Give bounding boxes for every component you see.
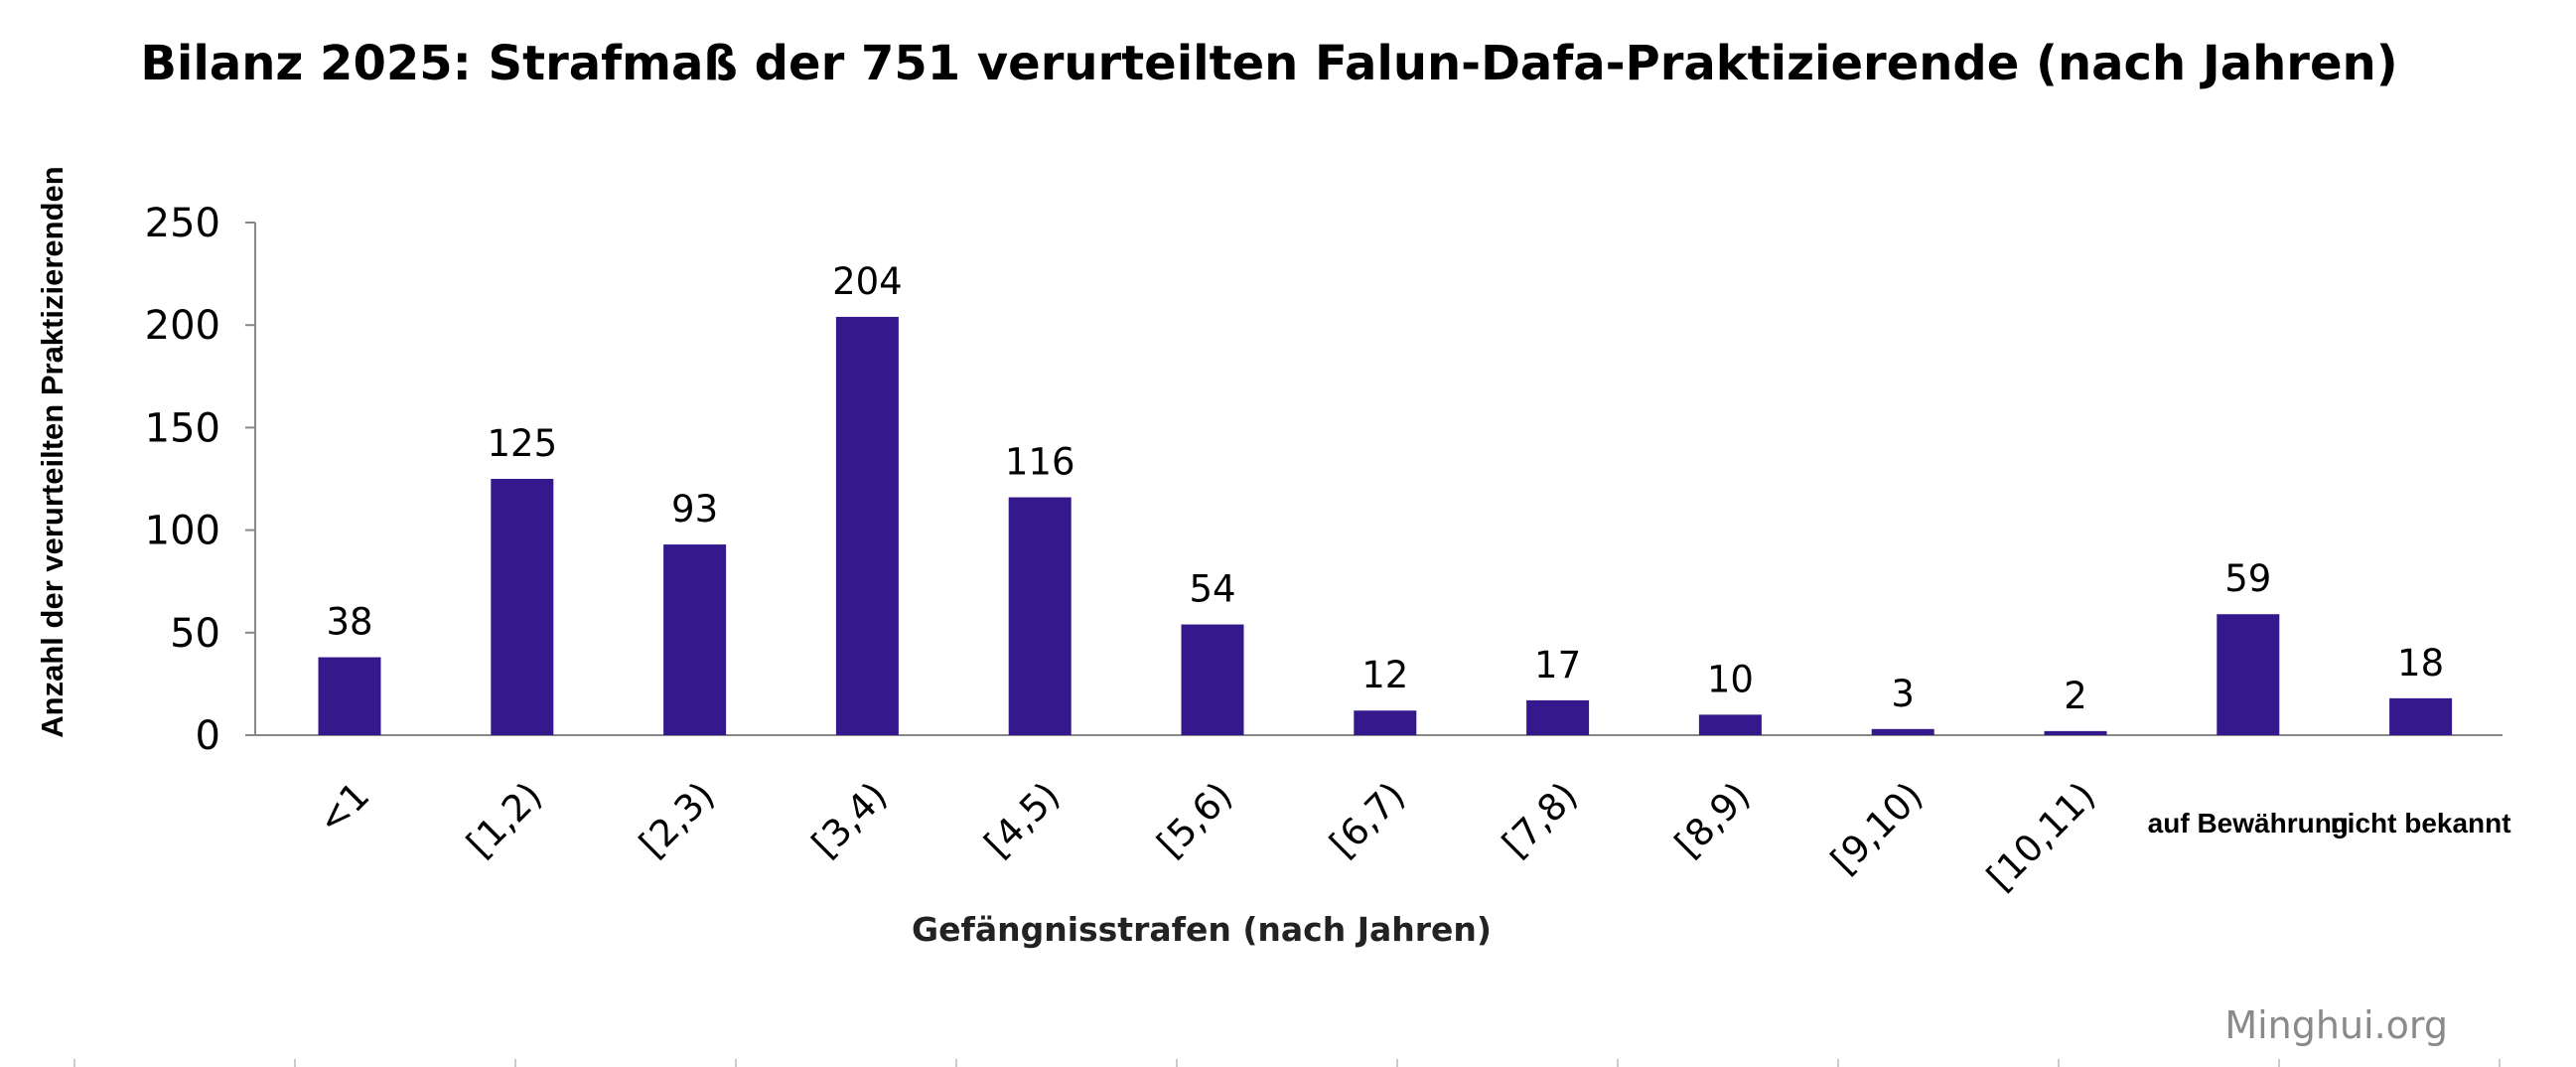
y-tick-label: 200 xyxy=(145,303,220,349)
data-label: 2 xyxy=(2064,675,2087,717)
x-tick-label: [1,2) xyxy=(459,774,550,865)
y-tick-label: 100 xyxy=(145,509,220,554)
x-axis-label: Gefängnisstrafen (nach Jahren) xyxy=(912,910,1492,949)
x-tick-label: <1 xyxy=(309,774,377,842)
x-tick-label: [5,6) xyxy=(1149,774,1240,865)
bar xyxy=(491,479,554,735)
y-tick-label: 0 xyxy=(196,713,220,759)
bar xyxy=(1354,710,1417,735)
bar xyxy=(2217,614,2280,735)
chart-marks: 0 50 100 150 200 250 38 <1 125 [1,2) 93 [2,3) 204 [3,… xyxy=(73,201,2511,1067)
data-label: 54 xyxy=(1189,568,1235,611)
data-label: 3 xyxy=(1891,673,1915,715)
x-tick-label: [4,5) xyxy=(976,774,1068,865)
x-tick-label: [6,7) xyxy=(1322,774,1413,865)
data-label: 116 xyxy=(1005,441,1075,484)
data-label: 10 xyxy=(1707,658,1754,700)
chart-title: Bilanz 2025: Strafmaß der 751 verurteilt… xyxy=(140,36,2397,91)
data-label: 18 xyxy=(2397,642,2444,685)
x-tick-label: nicht bekannt xyxy=(2331,808,2511,838)
x-tick-label: [8,9) xyxy=(1666,774,1758,865)
data-label: 204 xyxy=(832,260,903,303)
bar xyxy=(1698,714,1762,735)
bar xyxy=(835,316,899,735)
x-tick-label: auf Bewährung xyxy=(2148,808,2349,838)
data-label: 125 xyxy=(487,422,557,465)
bar xyxy=(318,657,381,735)
data-label: 12 xyxy=(1361,654,1408,696)
bar xyxy=(1526,699,1590,735)
x-tick-label: [2,3) xyxy=(632,774,723,865)
y-axis-label: Anzahl der verurteilten Praktizierenden xyxy=(35,166,70,737)
bar xyxy=(2044,730,2107,735)
x-tick-label: [9,10) xyxy=(1822,774,1931,882)
bar xyxy=(1181,624,1244,735)
bar xyxy=(2389,697,2453,735)
data-label: 38 xyxy=(326,601,372,644)
data-label: 17 xyxy=(1534,644,1581,686)
watermark: Minghui.org xyxy=(2224,1003,2448,1047)
y-tick-label: 150 xyxy=(145,405,220,451)
bar xyxy=(1871,728,1934,735)
bar xyxy=(1008,497,1072,735)
y-tick-label: 50 xyxy=(170,611,220,657)
x-tick-label: [7,8) xyxy=(1495,774,1586,865)
x-tick-label: [10,11) xyxy=(1979,774,2104,899)
bar xyxy=(663,544,727,735)
data-label: 59 xyxy=(2224,557,2271,600)
data-label: 93 xyxy=(671,488,718,531)
x-tick-label: [3,4) xyxy=(803,774,895,865)
y-tick-label: 250 xyxy=(145,201,220,246)
